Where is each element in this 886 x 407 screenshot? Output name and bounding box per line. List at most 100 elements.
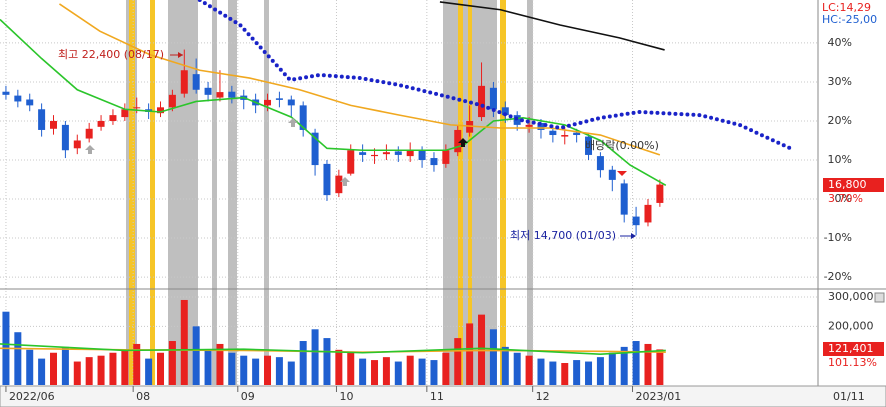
volume-bar [61,346,69,385]
candle-body [204,87,212,95]
change-label: 3.70% [828,192,863,205]
candle-body [168,94,176,108]
candle-body [418,150,426,160]
candle-body [61,124,69,151]
x-tick-label: 10 [339,390,353,403]
volume-bar [549,361,557,385]
candle-body [121,109,129,118]
dividend-annotation: 배당락(0.00%) [585,139,659,152]
candle-body [406,150,414,157]
candle-body [14,95,22,102]
candle-body [537,122,545,130]
volume-bar [97,355,105,385]
volume-bar [466,323,474,385]
candle-body [216,92,224,98]
candle-body [85,128,93,139]
volume-bar [608,352,616,385]
candle-body [573,132,581,136]
y-tick-label: -20% [824,270,852,283]
candle-body [632,216,640,226]
candle-body [50,120,58,129]
volume-bar [632,341,640,385]
high-annotation: 최고 22,400 (08/17) [58,48,164,61]
candle-body [430,158,438,166]
volume-bar [418,358,426,385]
signal-arrow [85,145,95,154]
volume-label: 121,401 [828,342,874,355]
volume-bar [264,355,272,385]
volume-bar [394,361,402,385]
volume-bar [489,329,497,385]
band [458,0,463,385]
x-tick-label: 09 [241,390,255,403]
candle-body [561,135,569,137]
volume-bar [168,341,176,385]
x-tick-label: 2023/01 [636,390,682,403]
y-tick-label: 40% [828,36,852,49]
y-tick-label: 10% [828,153,852,166]
candle-body [454,129,462,153]
volume-bar [335,349,343,385]
x-axis [0,385,886,407]
volume-bar [311,329,319,385]
volume-bar [382,357,390,385]
candle-body [442,150,450,164]
candle-body [656,184,664,203]
moving-average [0,18,667,187]
volume-bar [656,349,664,385]
volume-bar [596,357,604,385]
volume-bar [121,349,129,385]
high-arrow-head [178,52,183,58]
axes: 40% 30% 20% 10% 0% -10% -20% 300,000 200,000 2022… [5,36,874,403]
candle-body [323,163,331,196]
volume-box [823,342,884,356]
volume-bar [525,355,533,385]
volume-bar [501,346,509,385]
volume-bar [192,326,200,385]
band [129,0,135,385]
candle-body [382,152,390,155]
y-tick-label: 0% [835,192,852,205]
volume-tick-label: 200,000 [828,319,874,332]
volume-bar [299,341,307,385]
volume-bar [359,358,367,385]
band [264,0,269,385]
candle-body [287,99,295,106]
candle-body [620,183,628,215]
candle-body [228,91,236,98]
candle-body [157,107,165,114]
candle-body [192,74,200,90]
candle-body [38,109,46,130]
candle-body [335,175,343,194]
price-box [823,178,884,192]
volume-bar [157,352,165,385]
band [500,0,506,385]
candle-body [2,91,10,95]
volume-bar [38,358,46,385]
volume-bar [204,349,212,385]
right-axis [818,0,886,386]
volume-bar [240,355,248,385]
volume-bar [216,343,224,385]
price-label: 16,800 [828,178,867,191]
panel-button[interactable] [874,292,885,303]
candle-body [347,150,355,174]
volume-bar [14,332,22,385]
moving-average [197,0,792,150]
volume-bar [371,360,379,385]
volume-bar [573,360,581,385]
candle-body [501,107,509,116]
band [468,0,472,385]
volume-bar [275,357,283,385]
volume-bar [585,361,593,385]
volume-bar [430,360,438,385]
volume-bar [50,352,58,385]
volume-tick-label: 300,000 [828,290,874,303]
x-tick-label: 2022/06 [9,390,55,403]
grid [0,0,818,385]
volume-bar [180,299,188,385]
candle-body [608,169,616,180]
candle-body [109,115,117,121]
candle-body [596,156,604,171]
volume-bar [252,358,260,385]
